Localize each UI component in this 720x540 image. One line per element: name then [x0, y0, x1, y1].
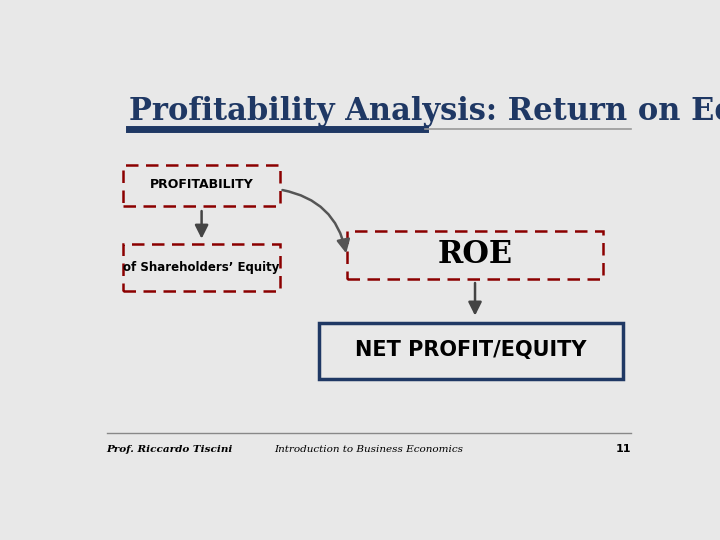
Text: PROFITABILITY: PROFITABILITY: [150, 178, 253, 191]
Bar: [319, 322, 623, 379]
Text: Prof. Riccardo Tiscini: Prof. Riccardo Tiscini: [107, 445, 233, 454]
Text: Introduction to Business Economics: Introduction to Business Economics: [274, 445, 464, 454]
Text: of Shareholders’ Equity: of Shareholders’ Equity: [123, 261, 280, 274]
Text: Profitability Analysis: Return on Equity: Profitability Analysis: Return on Equity: [129, 96, 720, 127]
Text: ROE: ROE: [438, 239, 513, 271]
Text: 11: 11: [616, 444, 631, 455]
Bar: [124, 165, 280, 206]
Bar: [124, 244, 280, 292]
Text: NET PROFIT/EQUITY: NET PROFIT/EQUITY: [356, 340, 587, 361]
Bar: [347, 231, 603, 279]
